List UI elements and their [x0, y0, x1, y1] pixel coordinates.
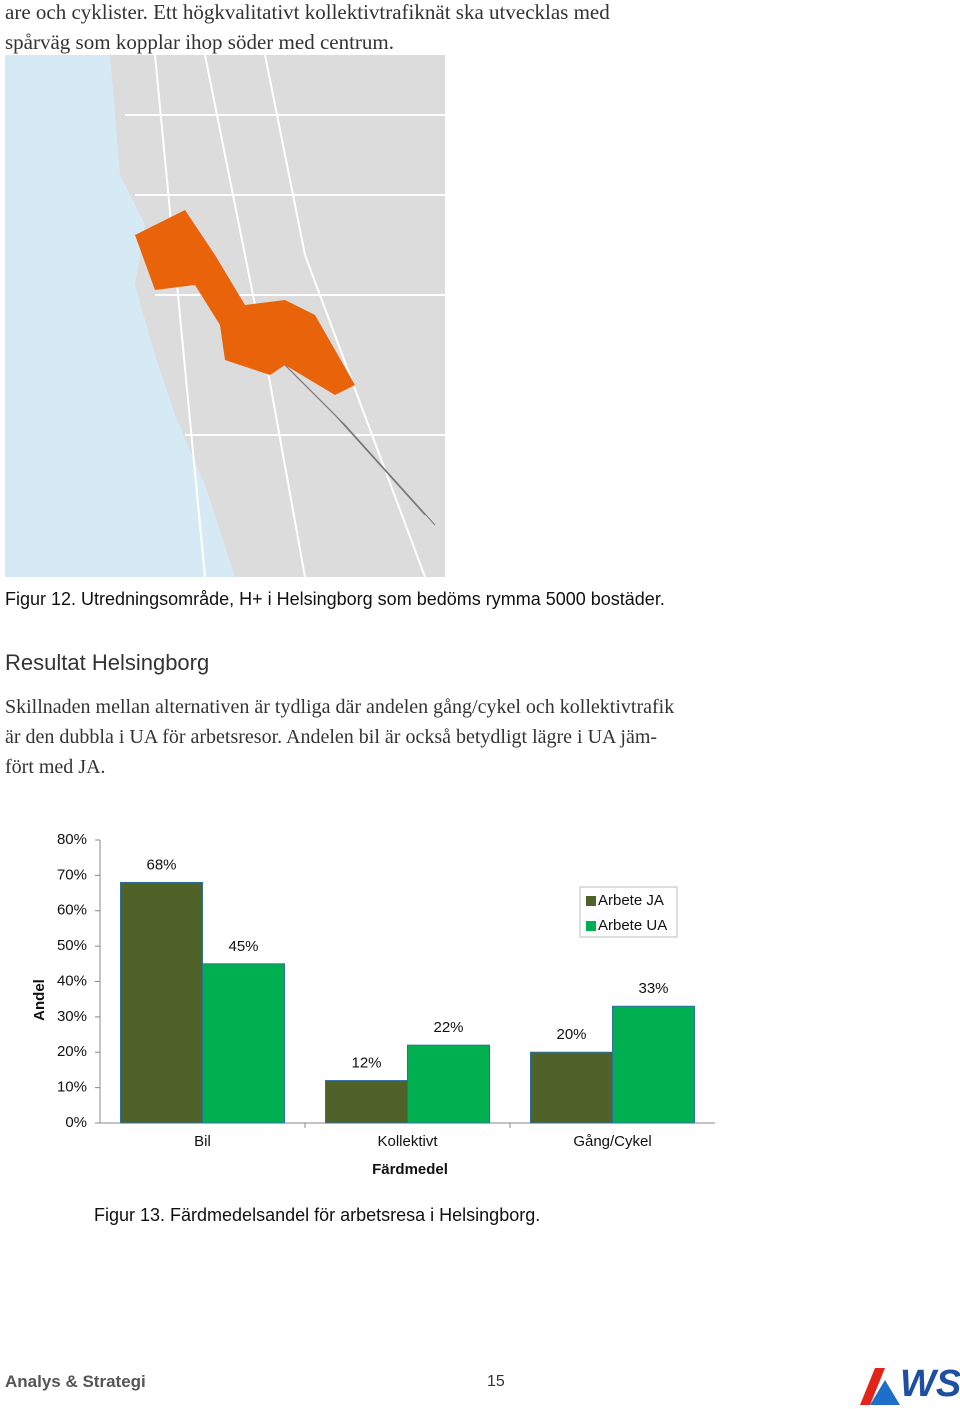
intro-line: are och cyklister. Ett högkvalitativt ko…	[5, 0, 610, 24]
logo-stripe	[860, 1368, 885, 1405]
x-tick-label: Gång/Cykel	[573, 1133, 651, 1150]
figure-caption: Figur 12. Utredningsområde, H+ i Helsing…	[5, 589, 665, 609]
map	[5, 55, 445, 577]
value-label: 12%	[351, 1055, 381, 1072]
y-tick-label: 20%	[57, 1043, 87, 1060]
paragraph-line: är den dubbla i UA för arbetsresor. Ande…	[5, 726, 658, 748]
y-tick-label: 0%	[65, 1114, 87, 1131]
map-sea	[5, 55, 235, 577]
y-tick-label: 50%	[57, 937, 87, 954]
y-tick-label: 30%	[57, 1008, 87, 1025]
bar	[530, 1051, 613, 1124]
y-axis-label: Andel	[31, 979, 48, 1021]
footer-left: Analys & Strategi	[5, 1372, 146, 1391]
page-number: 15	[487, 1373, 505, 1390]
value-label: 20%	[556, 1026, 586, 1043]
value-label: 22%	[433, 1019, 463, 1036]
bar	[202, 963, 285, 1124]
x-tick-label: Kollektivt	[377, 1133, 438, 1150]
legend-box	[579, 886, 678, 938]
logo-stripe	[870, 1380, 900, 1405]
bar	[325, 1080, 408, 1124]
value-label: 45%	[228, 938, 258, 955]
paragraph-line: fört med JA.	[5, 756, 106, 778]
intro-line: spårväg som kopplar ihop söder med centr…	[5, 30, 394, 54]
chart: Andel Färdmedel 0% 10% 20% 30% 40% 50% 60% 70% 8…	[31, 831, 715, 1178]
figure-caption: Figur 13. Färdmedelsandel för arbetsresa…	[94, 1205, 541, 1225]
y-tick-label: 80%	[57, 831, 87, 848]
value-label: 33%	[638, 980, 668, 997]
logo-text: WS	[900, 1363, 960, 1405]
section-heading: Resultat Helsingborg	[5, 650, 210, 675]
logo: WS	[860, 1363, 960, 1405]
legend-label: Arbete JA	[598, 892, 664, 909]
y-tick-label: 70%	[57, 866, 87, 883]
y-tick-label: 60%	[57, 902, 87, 919]
study-area	[135, 210, 355, 395]
x-tick-label: Bil	[194, 1133, 211, 1150]
y-tick-label: 10%	[57, 1079, 87, 1096]
legend-swatch	[586, 921, 596, 931]
bar	[612, 1005, 695, 1124]
map-streets	[125, 55, 445, 577]
paragraph-line: Skillnaden mellan alternativen är tydlig…	[5, 696, 675, 718]
legend-label: Arbete UA	[598, 917, 667, 934]
y-tick-label: 40%	[57, 972, 87, 989]
bar	[407, 1044, 490, 1124]
bar	[120, 881, 203, 1124]
legend-swatch	[586, 896, 596, 906]
x-axis-label: Färdmedel	[372, 1161, 448, 1178]
value-label: 68%	[146, 856, 176, 873]
